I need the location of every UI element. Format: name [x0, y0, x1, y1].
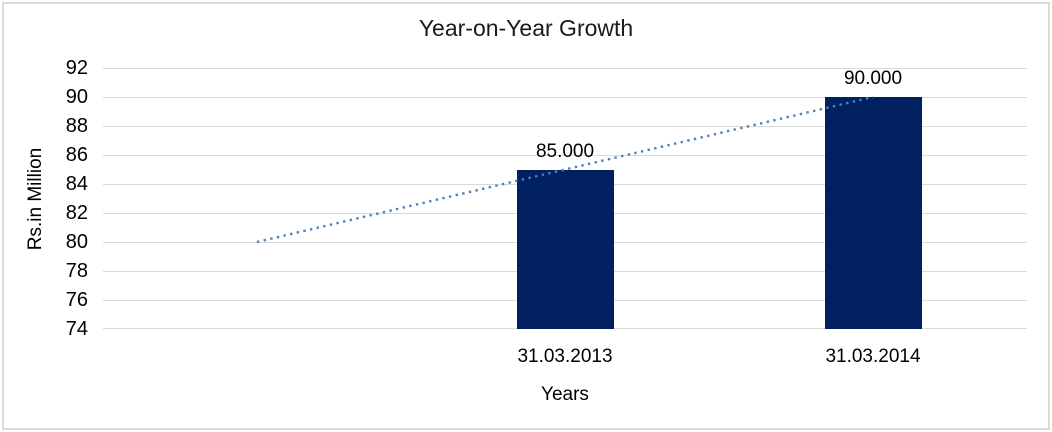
x-axis-title: Years: [541, 384, 589, 405]
chart-title: Year-on-Year Growth: [418, 15, 634, 41]
y-tick-label: 80: [65, 231, 88, 253]
bar-31.03.2014[interactable]: [824, 97, 922, 329]
data-label: 85.000: [535, 140, 595, 162]
y-tick-label: 76: [65, 289, 88, 311]
bar-31.03.2013[interactable]: [516, 169, 614, 329]
gridline: [103, 126, 1027, 127]
y-tick-label: 90: [65, 86, 88, 108]
plot-area: 85.000 90.000: [103, 68, 1027, 329]
x-tick-label: 31.03.2014: [825, 346, 921, 367]
x-tick-label: 31.03.2013: [517, 346, 613, 367]
trendline[interactable]: [103, 68, 1027, 329]
y-tick-label: 92: [65, 57, 88, 79]
data-label: 90.000: [843, 68, 903, 89]
y-tick-label: 88: [65, 115, 88, 137]
gridline: [103, 97, 1027, 98]
y-tick-label: 78: [65, 260, 88, 282]
y-tick-label: 86: [65, 144, 88, 166]
trendline-segment: [256, 95, 874, 244]
gridline: [103, 155, 1027, 156]
y-tick-label: 82: [65, 202, 88, 224]
gridline: [103, 68, 1027, 69]
y-tick-label: 74: [65, 318, 88, 340]
y-tick-label: 84: [65, 173, 88, 195]
